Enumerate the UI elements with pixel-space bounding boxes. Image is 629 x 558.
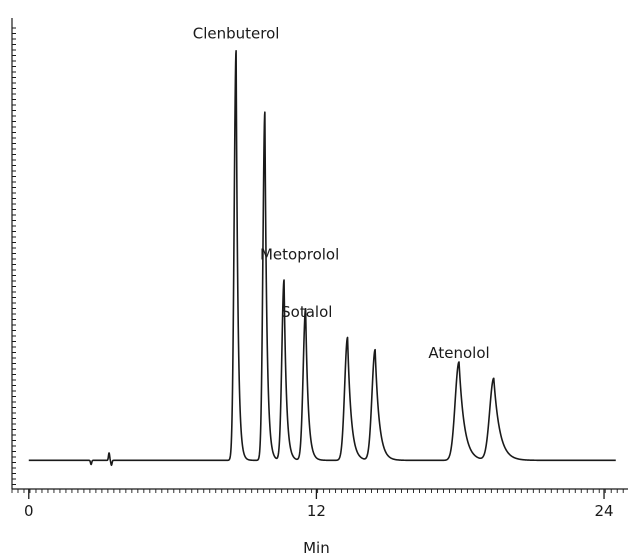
x-tick-label: 0 bbox=[24, 502, 34, 520]
x-tick-label: 12 bbox=[307, 502, 326, 520]
peak-label: Clenbuterol bbox=[193, 24, 280, 42]
chromatogram-trace bbox=[28, 49, 617, 467]
peak-label: Sotalol bbox=[281, 303, 332, 321]
plot-area bbox=[28, 49, 617, 467]
x-axis-title: Min bbox=[303, 539, 330, 554]
axes bbox=[11, 18, 628, 499]
peak-label: Metoprolol bbox=[260, 246, 339, 264]
peak-label: Atenolol bbox=[428, 344, 489, 362]
x-tick-label: 24 bbox=[594, 502, 613, 520]
chart-labels: 0 12 24 Min Clenbuterol Metoprolol Sotalol Aten… bbox=[24, 24, 614, 557]
